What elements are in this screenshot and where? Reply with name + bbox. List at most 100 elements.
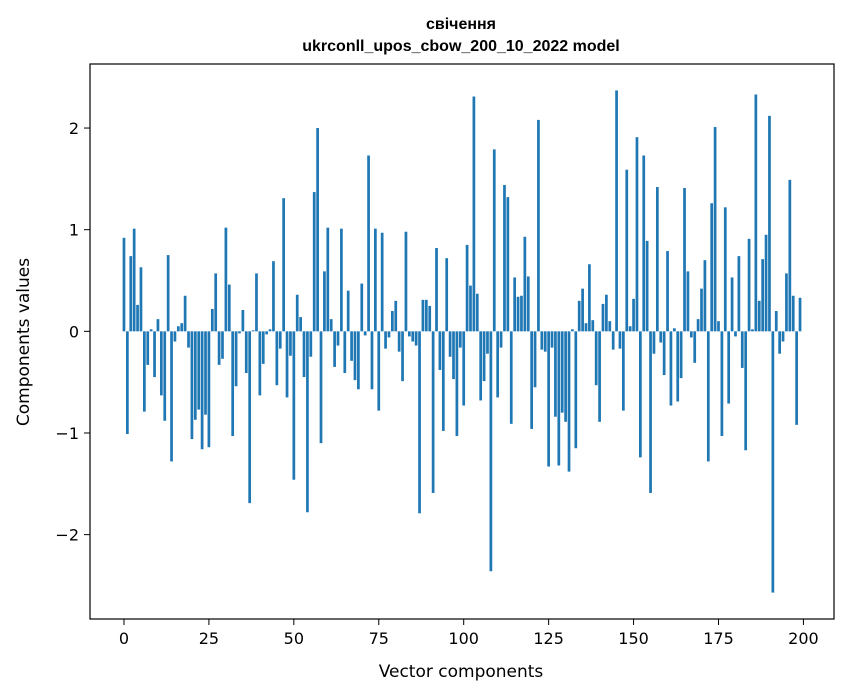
x-tick-label: 125 bbox=[533, 629, 564, 648]
bar bbox=[146, 331, 150, 365]
bar bbox=[713, 127, 717, 332]
bar bbox=[798, 297, 802, 332]
bar bbox=[584, 323, 588, 332]
bar bbox=[173, 331, 177, 342]
bar bbox=[638, 331, 642, 458]
bar bbox=[448, 331, 452, 357]
bar bbox=[547, 331, 550, 467]
bar bbox=[564, 331, 567, 422]
bar bbox=[421, 299, 425, 332]
bar bbox=[689, 331, 693, 338]
bar bbox=[472, 96, 476, 332]
bar bbox=[166, 255, 170, 332]
bar bbox=[672, 328, 676, 332]
bar bbox=[350, 331, 353, 361]
bar bbox=[710, 203, 714, 332]
bar bbox=[598, 331, 601, 422]
bar bbox=[363, 331, 367, 336]
bar bbox=[615, 90, 618, 332]
bar bbox=[601, 303, 605, 332]
bar bbox=[509, 331, 513, 424]
bar bbox=[469, 285, 472, 332]
bar bbox=[717, 321, 720, 332]
bar bbox=[781, 331, 785, 342]
bar bbox=[543, 331, 547, 352]
bar bbox=[309, 331, 313, 357]
bar bbox=[676, 331, 680, 402]
bar bbox=[588, 264, 591, 332]
bar bbox=[465, 244, 469, 332]
bar bbox=[176, 326, 180, 332]
bar bbox=[244, 331, 248, 374]
bar bbox=[374, 228, 377, 332]
bar bbox=[740, 331, 744, 368]
x-tick-label: 75 bbox=[369, 629, 389, 648]
bar bbox=[662, 331, 666, 376]
bar bbox=[795, 331, 798, 425]
bar bbox=[299, 317, 302, 332]
bar bbox=[163, 331, 167, 421]
bar bbox=[326, 227, 330, 332]
x-tick-label: 100 bbox=[448, 629, 479, 648]
bar bbox=[340, 228, 343, 332]
bar bbox=[703, 260, 707, 332]
bar bbox=[295, 294, 299, 332]
bar bbox=[550, 331, 554, 348]
bar bbox=[431, 331, 435, 493]
bar bbox=[499, 331, 503, 348]
bar bbox=[193, 331, 197, 420]
x-axis-label: Vector components bbox=[379, 662, 544, 682]
x-tick-label: 25 bbox=[199, 629, 219, 648]
bar bbox=[122, 237, 126, 332]
bar bbox=[234, 331, 238, 387]
bar bbox=[737, 256, 741, 332]
bar bbox=[275, 331, 279, 386]
bar bbox=[788, 179, 792, 332]
bar bbox=[197, 331, 201, 410]
x-axis-ticks: 0 25 50 75 100 125 150 175 200 bbox=[119, 619, 819, 648]
bar bbox=[567, 331, 571, 472]
bar bbox=[720, 331, 724, 437]
bar bbox=[302, 331, 306, 378]
bar bbox=[180, 323, 184, 332]
bar bbox=[397, 331, 401, 352]
bar bbox=[353, 331, 357, 381]
bar bbox=[557, 331, 561, 466]
bar bbox=[255, 273, 258, 332]
bar bbox=[577, 300, 581, 332]
bar bbox=[200, 331, 204, 450]
bar bbox=[669, 331, 673, 406]
bar bbox=[649, 331, 652, 493]
x-tick-label: 175 bbox=[703, 629, 734, 648]
bar bbox=[560, 331, 564, 413]
y-axis-ticks: −2 −1 0 1 2 bbox=[55, 119, 90, 545]
bar bbox=[774, 311, 778, 332]
bar bbox=[319, 331, 323, 444]
bar bbox=[475, 293, 479, 332]
bar bbox=[622, 331, 625, 411]
bar bbox=[608, 321, 612, 332]
x-tick-label: 0 bbox=[119, 629, 129, 648]
bar bbox=[210, 308, 214, 332]
y-tick-label: 1 bbox=[69, 221, 79, 240]
chart-subtitle: ukrconll_upos_cbow_200_10_2022 model bbox=[302, 38, 619, 55]
bar bbox=[693, 331, 697, 363]
bar bbox=[289, 331, 292, 356]
bar bbox=[407, 331, 411, 337]
bar bbox=[357, 331, 360, 390]
bar bbox=[526, 276, 530, 332]
bar bbox=[744, 331, 748, 451]
bar bbox=[387, 331, 391, 338]
bar bbox=[404, 231, 408, 332]
bar bbox=[734, 331, 737, 337]
bar bbox=[666, 251, 669, 332]
bars-group bbox=[122, 90, 802, 593]
bar bbox=[238, 331, 241, 334]
bar bbox=[659, 331, 663, 343]
bar bbox=[329, 319, 333, 332]
bar bbox=[367, 155, 370, 332]
bar bbox=[183, 295, 187, 332]
bar bbox=[452, 331, 455, 380]
bar bbox=[231, 331, 235, 437]
bar bbox=[149, 329, 153, 332]
